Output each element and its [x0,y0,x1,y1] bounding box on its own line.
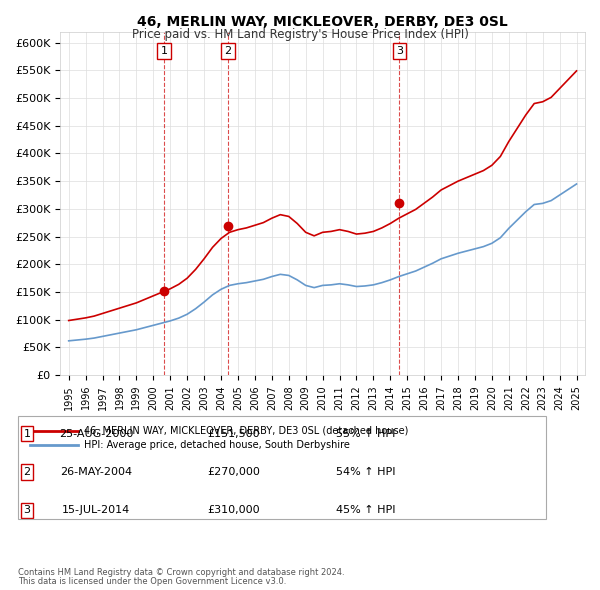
Text: HPI: Average price, detached house, South Derbyshire: HPI: Average price, detached house, Sout… [84,441,350,450]
Text: 54% ↑ HPI: 54% ↑ HPI [336,467,396,477]
Text: 15-JUL-2014: 15-JUL-2014 [62,506,130,515]
Text: £270,000: £270,000 [208,467,260,477]
Text: 2: 2 [224,46,232,56]
Text: 45% ↑ HPI: 45% ↑ HPI [336,506,396,515]
Text: 3: 3 [23,506,31,515]
Text: 3: 3 [396,46,403,56]
Text: 46, MERLIN WAY, MICKLEOVER, DERBY, DE3 0SL (detached house): 46, MERLIN WAY, MICKLEOVER, DERBY, DE3 0… [84,426,409,435]
Text: Contains HM Land Registry data © Crown copyright and database right 2024.: Contains HM Land Registry data © Crown c… [18,568,344,577]
Title: 46, MERLIN WAY, MICKLEOVER, DERBY, DE3 0SL: 46, MERLIN WAY, MICKLEOVER, DERBY, DE3 0… [137,15,508,29]
Text: £151,500: £151,500 [208,429,260,438]
Text: Price paid vs. HM Land Registry's House Price Index (HPI): Price paid vs. HM Land Registry's House … [131,28,469,41]
Text: This data is licensed under the Open Government Licence v3.0.: This data is licensed under the Open Gov… [18,577,286,586]
Text: 26-MAY-2004: 26-MAY-2004 [60,467,132,477]
Text: 25-AUG-2000: 25-AUG-2000 [59,429,133,438]
Text: 55% ↑ HPI: 55% ↑ HPI [337,429,395,438]
Text: 1: 1 [23,429,31,438]
Text: 2: 2 [23,467,31,477]
Text: 1: 1 [161,46,168,56]
Text: £310,000: £310,000 [208,506,260,515]
